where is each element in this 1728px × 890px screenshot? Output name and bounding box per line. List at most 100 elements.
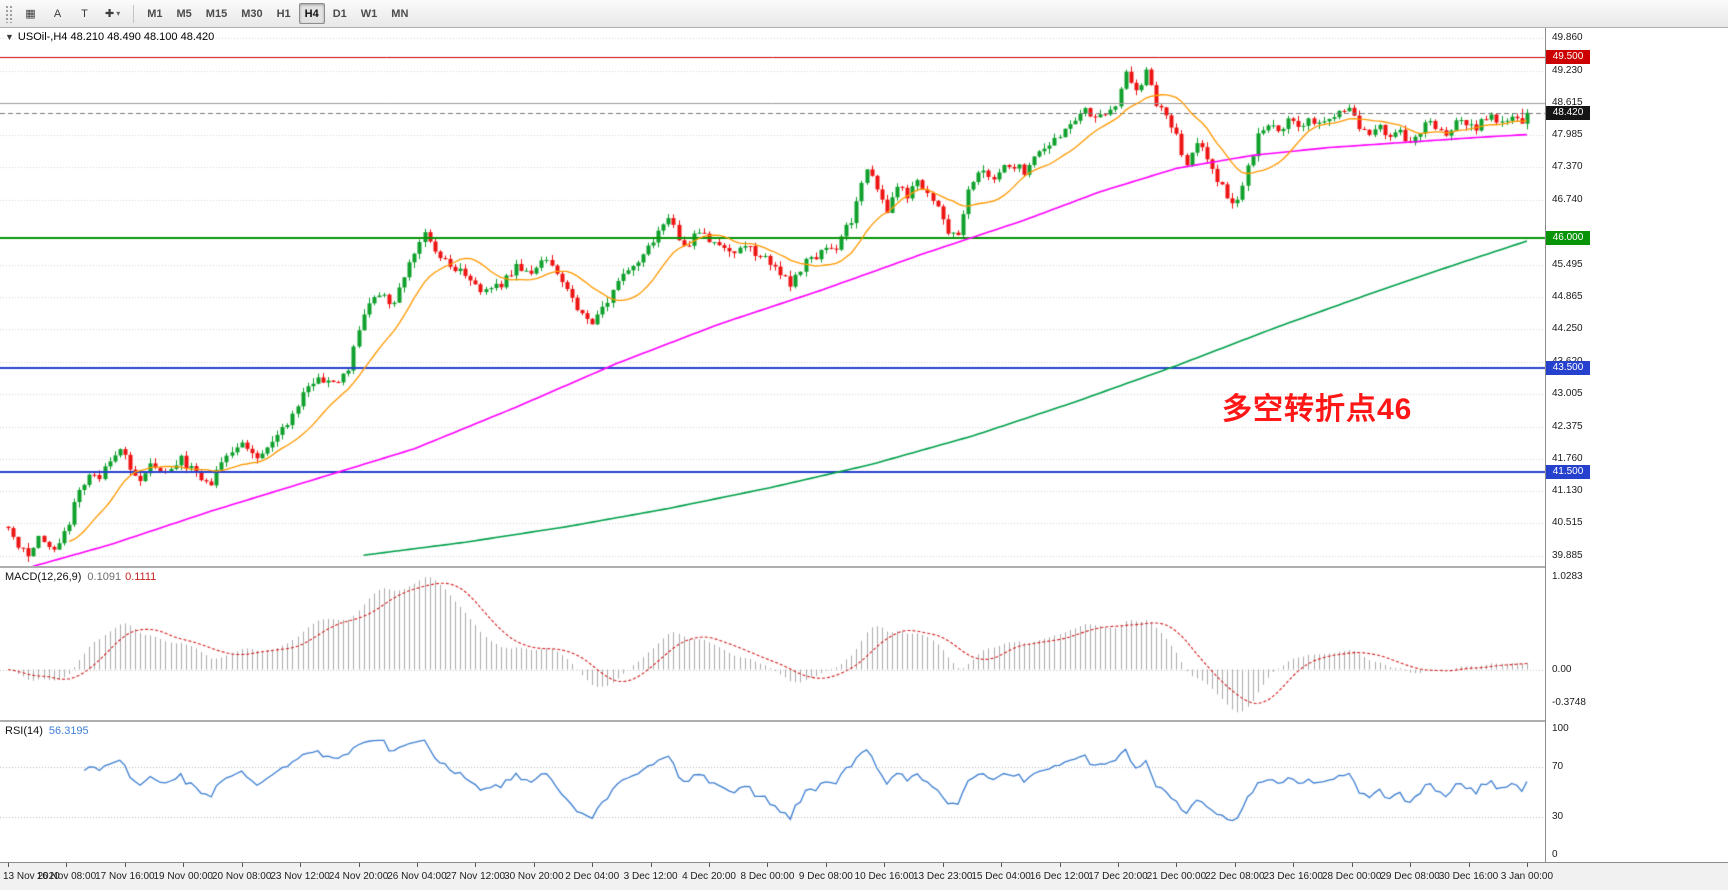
- price-axis-label: 48.615: [1552, 96, 1583, 108]
- price-axis-label: 47.370: [1552, 161, 1583, 173]
- price-chart-panel[interactable]: ▼ USOil-,H4 48.210 48.490 48.100 48.420 多…: [0, 28, 1545, 566]
- crosshair-tool[interactable]: ✚ ▾: [105, 8, 121, 20]
- time-tick: [884, 863, 885, 867]
- macd-label: MACD(12,26,9) 0.1091 0.1111: [5, 571, 156, 583]
- macd-panel[interactable]: MACD(12,26,9) 0.1091 0.1111: [0, 568, 1545, 720]
- time-axis-label: 17 Nov 16:00: [95, 871, 155, 882]
- price-axis-label: 43.005: [1552, 387, 1583, 399]
- time-tick: [8, 863, 9, 867]
- macd-value-main: 0.1091: [87, 571, 122, 583]
- time-axis-label: 22 Dec 08:00: [1205, 871, 1265, 882]
- time-axis[interactable]: 13 Nov 2020 16 Nov 08:00 17 Nov 16:00 19 No…: [0, 862, 1728, 890]
- time-axis-label: 27 Nov 12:00: [445, 871, 506, 882]
- time-tick: [592, 863, 593, 867]
- price-axis-label: 40.515: [1552, 517, 1583, 529]
- time-tick: [125, 863, 126, 867]
- time-tick: [417, 863, 418, 867]
- time-tick: [651, 863, 652, 867]
- time-axis-label: 29 Dec 08:00: [1380, 871, 1440, 882]
- arrow-text-a-tool[interactable]: A: [53, 7, 62, 20]
- chart-window-tool[interactable]: ▦: [25, 8, 36, 20]
- time-axis-label: 17 Dec 20:00: [1088, 871, 1148, 882]
- macd-canvas[interactable]: [0, 568, 1545, 720]
- time-tick: [475, 863, 476, 867]
- price-axis-label: 44.250: [1552, 323, 1583, 335]
- time-tick: [1001, 863, 1002, 867]
- time-axis-label: 21 Dec 00:00: [1146, 871, 1207, 882]
- chevron-down-icon: ▾: [116, 9, 121, 18]
- time-tick: [1469, 863, 1470, 867]
- timeframe-mn[interactable]: MN: [391, 7, 409, 20]
- time-tick: [66, 863, 67, 867]
- macd-axis-label: 1.0283: [1552, 571, 1583, 583]
- time-axis-label: 9 Dec 08:00: [798, 871, 853, 882]
- price-axis-label: 42.375: [1552, 420, 1583, 432]
- collapse-arrow-icon[interactable]: ▼: [5, 32, 14, 42]
- time-tick: [1410, 863, 1411, 867]
- time-axis-label: 23 Nov 12:00: [270, 871, 330, 882]
- time-tick: [1118, 863, 1119, 867]
- timeframe-w1[interactable]: W1: [360, 7, 378, 20]
- timeframe-m1[interactable]: M1: [147, 7, 163, 20]
- time-tick: [943, 863, 944, 867]
- time-axis-label: 16 Nov 08:00: [36, 871, 97, 882]
- timeframe-h4[interactable]: H4: [298, 3, 325, 24]
- text-label-tool[interactable]: T: [81, 7, 88, 20]
- symbol-ohlc-line: ▼ USOil-,H4 48.210 48.490 48.100 48.420: [5, 31, 214, 43]
- rsi-value: 56.3195: [48, 725, 89, 737]
- time-axis-label: 30 Dec 16:00: [1438, 871, 1499, 882]
- time-axis-label: 23 Dec 16:00: [1263, 871, 1323, 882]
- time-tick: [1060, 863, 1061, 867]
- timeframe-d1[interactable]: D1: [332, 7, 347, 20]
- time-axis-label: 20 Nov 08:00: [211, 871, 272, 882]
- price-axis-label: 39.885: [1552, 550, 1583, 561]
- toolbar: ▦ A T ✚ ▾ M1 M5 M15 M30 H1 H4 D1 W1 MN: [0, 0, 1728, 28]
- time-axis-label: 3 Dec 12:00: [623, 871, 678, 882]
- timeframe-h1[interactable]: H1: [276, 7, 291, 20]
- rsi-canvas[interactable]: [0, 722, 1545, 862]
- price-level-badge: 48.420: [1546, 105, 1590, 120]
- time-tick: [359, 863, 360, 867]
- toolbar-separator: [133, 4, 135, 23]
- time-tick: [534, 863, 535, 867]
- rsi-panel[interactable]: RSI(14) 56.3195: [0, 722, 1545, 862]
- price-axis[interactable]: 49.860 49.230 48.615 47.985 47.370 46.740 45.4…: [1545, 28, 1728, 862]
- price-axis-label: 46.740: [1552, 194, 1583, 206]
- timeframe-m15[interactable]: M15: [205, 7, 228, 20]
- macd-axis-label: 0.00: [1552, 663, 1572, 675]
- rsi-label: RSI(14) 56.3195: [5, 725, 89, 737]
- rsi-axis-label: 30: [1552, 811, 1564, 823]
- panel-splitter-rsi[interactable]: [0, 720, 1728, 722]
- time-tick: [242, 863, 243, 867]
- time-axis-label: 13 Dec 23:00: [912, 871, 973, 882]
- price-axis-label: 45.495: [1552, 258, 1583, 270]
- time-axis-label: 10 Dec 16:00: [854, 871, 915, 882]
- price-axis-label: 47.985: [1552, 129, 1583, 141]
- price-chart-canvas[interactable]: [0, 28, 1545, 566]
- price-level-badge: 46.000: [1546, 231, 1590, 246]
- time-tick: [1293, 863, 1294, 867]
- price-axis-label: 49.230: [1552, 64, 1583, 76]
- timeframe-m5[interactable]: M5: [176, 7, 192, 20]
- symbol-ohlc-text: USOil-,H4 48.210 48.490 48.100 48.420: [17, 31, 215, 43]
- time-tick: [1235, 863, 1236, 867]
- price-axis-label: 49.860: [1552, 32, 1583, 43]
- time-axis-label: 4 Dec 20:00: [682, 871, 736, 882]
- chart-annotation-text: 多空转折点46: [1222, 393, 1413, 426]
- time-axis-label: 13 Nov 2020: [3, 871, 60, 882]
- time-tick: [1527, 863, 1528, 867]
- macd-axis-label: -0.3748: [1552, 697, 1586, 709]
- time-tick: [300, 863, 301, 867]
- toolbar-grip[interactable]: [5, 4, 12, 23]
- rsi-axis-label: 100: [1552, 723, 1569, 734]
- timeframe-m30[interactable]: M30: [241, 7, 263, 20]
- rsi-axis-label: 70: [1552, 760, 1564, 772]
- time-axis-label: 2 Dec 04:00: [565, 871, 620, 882]
- toolbar-tools: ▦ A T ✚ ▾: [17, 3, 127, 24]
- time-axis-label: 30 Nov 20:00: [504, 871, 564, 882]
- chart-window: ▼ USOil-,H4 48.210 48.490 48.100 48.420 多…: [0, 28, 1728, 890]
- rsi-name: RSI(14): [5, 725, 43, 737]
- price-level-badge: 41.500: [1546, 465, 1590, 480]
- panel-splitter-macd[interactable]: [0, 566, 1728, 568]
- time-axis-label: 24 Nov 20:00: [328, 871, 389, 882]
